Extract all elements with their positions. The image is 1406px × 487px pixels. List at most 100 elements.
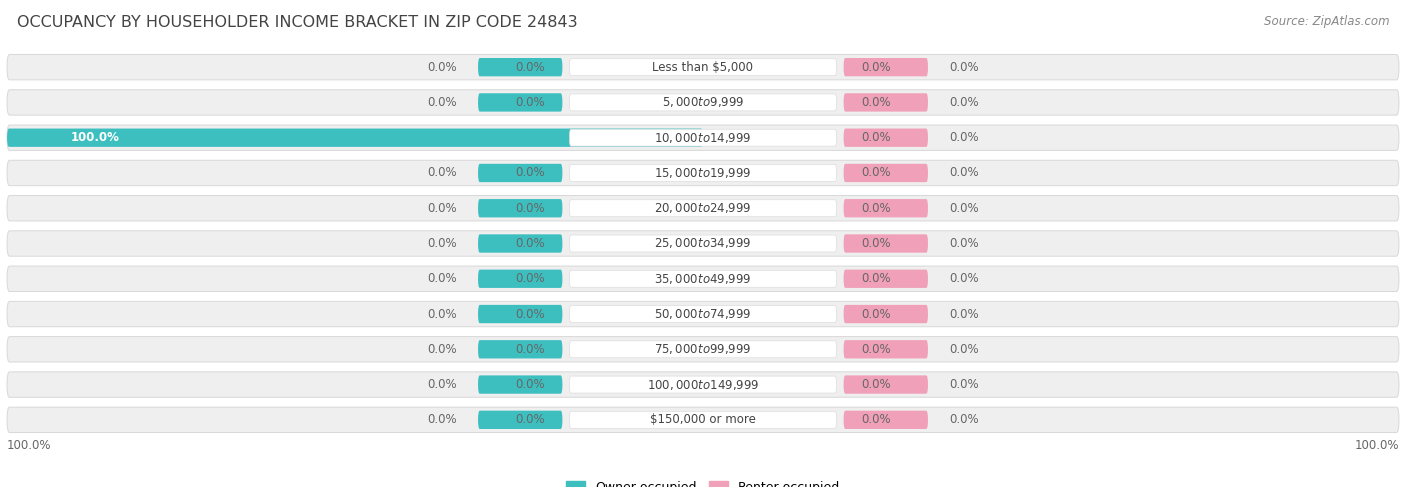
- FancyBboxPatch shape: [478, 305, 562, 323]
- Text: $25,000 to $34,999: $25,000 to $34,999: [654, 237, 752, 250]
- FancyBboxPatch shape: [844, 58, 928, 76]
- FancyBboxPatch shape: [7, 125, 1399, 150]
- FancyBboxPatch shape: [7, 196, 1399, 221]
- Text: OCCUPANCY BY HOUSEHOLDER INCOME BRACKET IN ZIP CODE 24843: OCCUPANCY BY HOUSEHOLDER INCOME BRACKET …: [17, 15, 578, 30]
- Legend: Owner-occupied, Renter-occupied: Owner-occupied, Renter-occupied: [561, 476, 845, 487]
- Text: 0.0%: 0.0%: [949, 307, 979, 320]
- Text: 0.0%: 0.0%: [949, 343, 979, 356]
- Text: 0.0%: 0.0%: [427, 237, 457, 250]
- Text: 0.0%: 0.0%: [427, 61, 457, 74]
- Text: $35,000 to $49,999: $35,000 to $49,999: [654, 272, 752, 286]
- FancyBboxPatch shape: [844, 199, 928, 217]
- FancyBboxPatch shape: [569, 59, 837, 75]
- Text: 0.0%: 0.0%: [515, 378, 546, 391]
- Text: $5,000 to $9,999: $5,000 to $9,999: [662, 95, 744, 110]
- Text: 0.0%: 0.0%: [515, 343, 546, 356]
- Text: 0.0%: 0.0%: [515, 61, 546, 74]
- Text: 0.0%: 0.0%: [515, 96, 546, 109]
- Text: 0.0%: 0.0%: [949, 131, 979, 144]
- FancyBboxPatch shape: [844, 94, 928, 112]
- FancyBboxPatch shape: [478, 94, 562, 112]
- Text: 0.0%: 0.0%: [427, 343, 457, 356]
- Text: 0.0%: 0.0%: [949, 96, 979, 109]
- Text: 0.0%: 0.0%: [860, 307, 891, 320]
- Text: 0.0%: 0.0%: [949, 378, 979, 391]
- FancyBboxPatch shape: [7, 372, 1399, 397]
- FancyBboxPatch shape: [7, 90, 1399, 115]
- FancyBboxPatch shape: [7, 231, 1399, 256]
- Text: 0.0%: 0.0%: [515, 237, 546, 250]
- FancyBboxPatch shape: [569, 341, 837, 358]
- Text: 0.0%: 0.0%: [860, 237, 891, 250]
- FancyBboxPatch shape: [569, 94, 837, 111]
- Text: 0.0%: 0.0%: [515, 307, 546, 320]
- FancyBboxPatch shape: [844, 164, 928, 182]
- FancyBboxPatch shape: [569, 129, 837, 146]
- FancyBboxPatch shape: [844, 340, 928, 358]
- FancyBboxPatch shape: [478, 375, 562, 393]
- Text: 0.0%: 0.0%: [860, 167, 891, 180]
- FancyBboxPatch shape: [844, 305, 928, 323]
- Text: $20,000 to $24,999: $20,000 to $24,999: [654, 201, 752, 215]
- FancyBboxPatch shape: [478, 340, 562, 358]
- Text: 100.0%: 100.0%: [1354, 439, 1399, 452]
- FancyBboxPatch shape: [478, 164, 562, 182]
- Text: 0.0%: 0.0%: [949, 167, 979, 180]
- FancyBboxPatch shape: [569, 412, 837, 428]
- Text: 0.0%: 0.0%: [860, 61, 891, 74]
- Text: 0.0%: 0.0%: [860, 378, 891, 391]
- Text: 0.0%: 0.0%: [515, 413, 546, 426]
- Text: 0.0%: 0.0%: [949, 202, 979, 215]
- FancyBboxPatch shape: [7, 160, 1399, 186]
- Text: 0.0%: 0.0%: [860, 202, 891, 215]
- FancyBboxPatch shape: [478, 234, 562, 253]
- FancyBboxPatch shape: [569, 270, 837, 287]
- Text: $50,000 to $74,999: $50,000 to $74,999: [654, 307, 752, 321]
- FancyBboxPatch shape: [569, 165, 837, 182]
- FancyBboxPatch shape: [478, 199, 562, 217]
- Text: $100,000 to $149,999: $100,000 to $149,999: [647, 377, 759, 392]
- FancyBboxPatch shape: [569, 305, 837, 322]
- Text: 0.0%: 0.0%: [515, 202, 546, 215]
- FancyBboxPatch shape: [7, 301, 1399, 327]
- Text: 0.0%: 0.0%: [427, 202, 457, 215]
- FancyBboxPatch shape: [7, 337, 1399, 362]
- Text: 0.0%: 0.0%: [427, 378, 457, 391]
- Text: Source: ZipAtlas.com: Source: ZipAtlas.com: [1264, 15, 1389, 28]
- FancyBboxPatch shape: [844, 375, 928, 393]
- Text: 0.0%: 0.0%: [949, 272, 979, 285]
- Text: 0.0%: 0.0%: [949, 413, 979, 426]
- Text: $15,000 to $19,999: $15,000 to $19,999: [654, 166, 752, 180]
- Text: 0.0%: 0.0%: [515, 167, 546, 180]
- Text: 0.0%: 0.0%: [860, 343, 891, 356]
- FancyBboxPatch shape: [569, 200, 837, 217]
- FancyBboxPatch shape: [844, 270, 928, 288]
- FancyBboxPatch shape: [7, 266, 1399, 291]
- Text: 0.0%: 0.0%: [860, 96, 891, 109]
- Text: 0.0%: 0.0%: [949, 61, 979, 74]
- FancyBboxPatch shape: [7, 129, 703, 147]
- Text: 100.0%: 100.0%: [7, 439, 52, 452]
- Text: 0.0%: 0.0%: [860, 272, 891, 285]
- FancyBboxPatch shape: [478, 270, 562, 288]
- Text: $150,000 or more: $150,000 or more: [650, 413, 756, 426]
- Text: $10,000 to $14,999: $10,000 to $14,999: [654, 131, 752, 145]
- FancyBboxPatch shape: [844, 411, 928, 429]
- Text: $75,000 to $99,999: $75,000 to $99,999: [654, 342, 752, 356]
- Text: 0.0%: 0.0%: [860, 131, 891, 144]
- FancyBboxPatch shape: [569, 376, 837, 393]
- Text: 0.0%: 0.0%: [427, 272, 457, 285]
- Text: 0.0%: 0.0%: [860, 413, 891, 426]
- FancyBboxPatch shape: [569, 235, 837, 252]
- Text: 0.0%: 0.0%: [427, 307, 457, 320]
- Text: Less than $5,000: Less than $5,000: [652, 61, 754, 74]
- FancyBboxPatch shape: [478, 411, 562, 429]
- Text: 0.0%: 0.0%: [949, 237, 979, 250]
- Text: 100.0%: 100.0%: [70, 131, 120, 144]
- Text: 0.0%: 0.0%: [515, 272, 546, 285]
- Text: 0.0%: 0.0%: [427, 96, 457, 109]
- Text: 0.0%: 0.0%: [427, 167, 457, 180]
- FancyBboxPatch shape: [7, 55, 1399, 80]
- FancyBboxPatch shape: [478, 58, 562, 76]
- Text: 0.0%: 0.0%: [427, 413, 457, 426]
